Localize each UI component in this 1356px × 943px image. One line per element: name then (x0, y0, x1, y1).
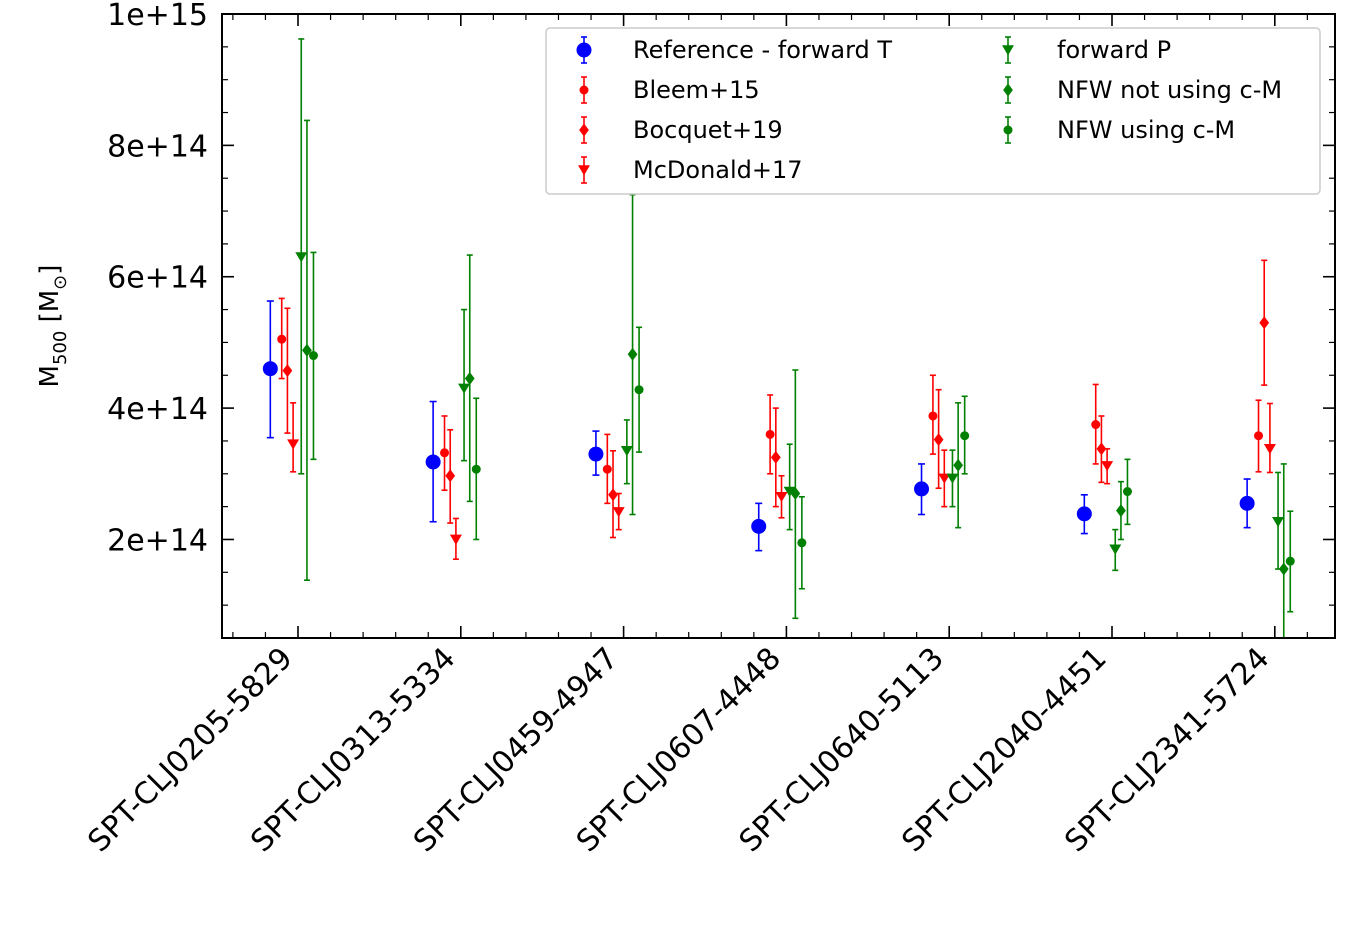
data-point (287, 439, 300, 450)
y-axis-label: M500 [M⊙] (35, 265, 71, 388)
data-point (765, 429, 775, 439)
data-point (938, 473, 951, 484)
data-point (1096, 442, 1107, 456)
data-point (634, 385, 644, 395)
data-point (928, 411, 938, 421)
y-axis-label-close: ] (35, 265, 65, 275)
legend-entry: Bleem+15 (579, 76, 760, 104)
data-point (627, 347, 638, 361)
y-axis-label-main: M (35, 365, 65, 387)
y-tick-label: 6e+14 (107, 261, 208, 296)
data-point (1259, 316, 1270, 330)
plot-frame (221, 13, 1336, 639)
legend-label: forward P (1057, 36, 1171, 64)
legend-marker (579, 85, 589, 95)
legend-entry: forward P (1002, 36, 1171, 64)
y-tick-label: 2e+14 (107, 523, 208, 558)
data-point (1101, 461, 1114, 472)
data-point (1285, 556, 1295, 566)
y-tick-label: 1e+15 (107, 0, 208, 33)
data-point (471, 464, 481, 474)
legend-entry: Reference - forward T (576, 36, 892, 64)
legend-marker (1003, 83, 1013, 97)
data-point (1122, 487, 1132, 497)
y-axis-label-unit: [M (35, 290, 65, 331)
y-axis-label-unit-sub: ⊙ (50, 275, 71, 290)
data-point (1263, 444, 1276, 455)
data-point (751, 518, 767, 534)
legend-entry: NFW not using c-M (1003, 76, 1282, 104)
data-point (1116, 504, 1126, 518)
legend-label: Bocquet+19 (633, 116, 783, 144)
data-point (282, 364, 293, 378)
data-point (308, 351, 318, 361)
data-point (612, 507, 625, 518)
data-point (1239, 495, 1255, 511)
data-point (262, 361, 278, 377)
legend: Reference - forward T Bleem+15 Bocquet+19 M… (545, 27, 1321, 195)
legend-label: McDonald+17 (633, 156, 803, 184)
data-point (1254, 431, 1264, 441)
legend-entry: McDonald+17 (578, 156, 803, 184)
data-point (946, 473, 959, 484)
legend-label: Bleem+15 (633, 76, 760, 104)
data-point (1076, 506, 1092, 522)
data-point (458, 383, 471, 394)
data-point (783, 486, 796, 497)
y-tick-labels: 2e+14 4e+14 6e+14 8e+14 1e+15 (107, 0, 208, 558)
legend-marker (1002, 45, 1014, 56)
data-point (1091, 420, 1101, 430)
data-markers (262, 252, 1295, 576)
legend-marker (578, 165, 590, 176)
legend-entry: NFW using c-M (1003, 116, 1235, 144)
legend-marker (576, 42, 592, 58)
legend-label: Reference - forward T (633, 36, 892, 64)
legend-entry: Bocquet+19 (579, 116, 783, 144)
y-tick-label: 8e+14 (107, 129, 208, 164)
legend-entries: Reference - forward T Bleem+15 Bocquet+19 M… (576, 36, 1282, 184)
legend-label: NFW using c-M (1057, 116, 1235, 144)
data-point (770, 450, 781, 464)
data-point (953, 458, 964, 472)
data-point (440, 448, 450, 458)
data-point (620, 446, 633, 457)
data-point (302, 343, 312, 357)
data-point (960, 431, 970, 441)
legend-marker (579, 123, 589, 137)
data-point (449, 534, 462, 545)
data-point (277, 334, 287, 344)
data-point (933, 433, 944, 447)
data-point (464, 372, 475, 386)
data-point (775, 491, 788, 503)
data-point (790, 486, 801, 500)
legend-label: NFW not using c-M (1057, 76, 1282, 104)
x-tick-labels: SPT-CLJ0205-5829SPT-CLJ0313-5334SPT-CLJ0… (81, 641, 1276, 859)
data-point (445, 469, 456, 483)
y-tick-label: 4e+14 (107, 392, 208, 427)
legend-marker (1003, 125, 1013, 135)
data-point (588, 446, 604, 462)
legend-box (545, 27, 1321, 195)
data-point (797, 538, 807, 548)
y-axis-label-sub: 500 (50, 331, 71, 365)
data-point (1272, 516, 1285, 528)
data-point (425, 454, 441, 470)
data-point (1278, 562, 1289, 576)
data-point (602, 464, 612, 474)
data-point (295, 252, 308, 263)
data-point (914, 481, 930, 497)
data-point (1109, 544, 1122, 555)
data-point (608, 488, 618, 502)
